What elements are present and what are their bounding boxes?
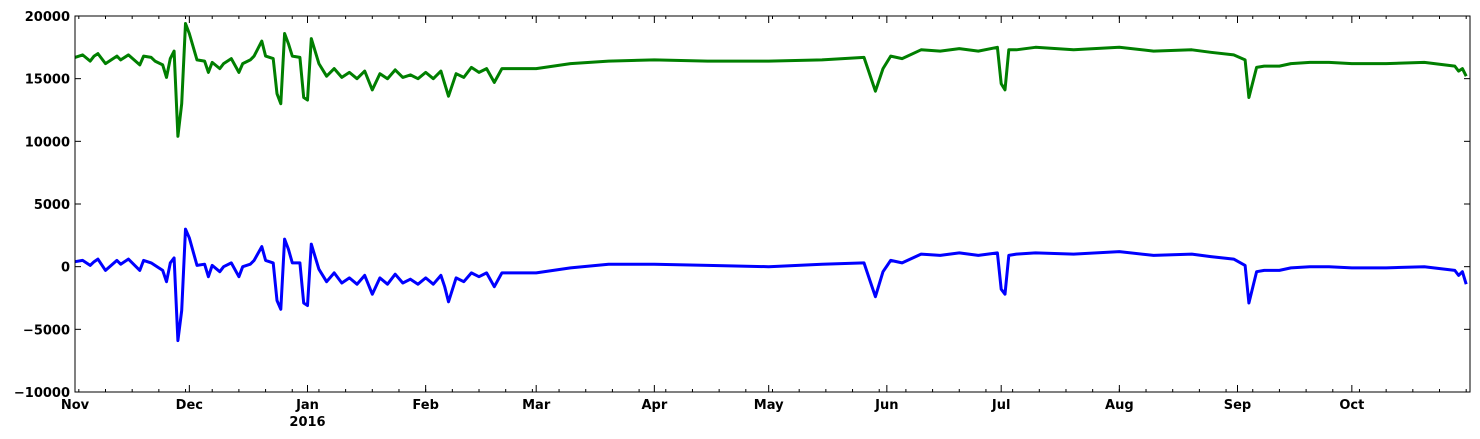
x-tick-label: Dec: [176, 398, 203, 413]
y-tick-label: −10000: [14, 386, 70, 401]
series-line-1: [74, 22, 1468, 138]
x-tick-sublabel: 2016: [289, 415, 325, 430]
x-tick-label: Jan: [295, 398, 319, 413]
x-tick-label: Aug: [1105, 398, 1134, 413]
x-tick-label: Nov: [61, 398, 90, 413]
x-tick-label: Oct: [1339, 398, 1364, 413]
x-tick-label: Mar: [522, 398, 551, 413]
labels-layer: −10000 −5000 0 5000 10000 15000 20000 Nov Dec Jan…: [14, 10, 1364, 430]
y-tick-label: 0: [61, 261, 70, 276]
x-tick-label: Sep: [1224, 398, 1252, 413]
series-line-2: [74, 227, 1468, 343]
y-tick-label: 10000: [25, 135, 70, 150]
ticks-layer: [74, 15, 1470, 393]
x-tick-label: Jun: [874, 398, 898, 413]
y-tick-label: 20000: [25, 10, 70, 25]
x-tick-label: Jul: [991, 398, 1011, 413]
y-tick-label: −5000: [23, 323, 70, 338]
x-tick-label: Apr: [641, 398, 667, 413]
x-tick-label: Feb: [412, 398, 438, 413]
y-tick-label: 15000: [25, 73, 70, 88]
series-layer: [74, 22, 1468, 343]
x-tick-label: May: [754, 398, 784, 413]
plot-frame: [74, 15, 1471, 393]
y-tick-label: 5000: [34, 198, 70, 213]
